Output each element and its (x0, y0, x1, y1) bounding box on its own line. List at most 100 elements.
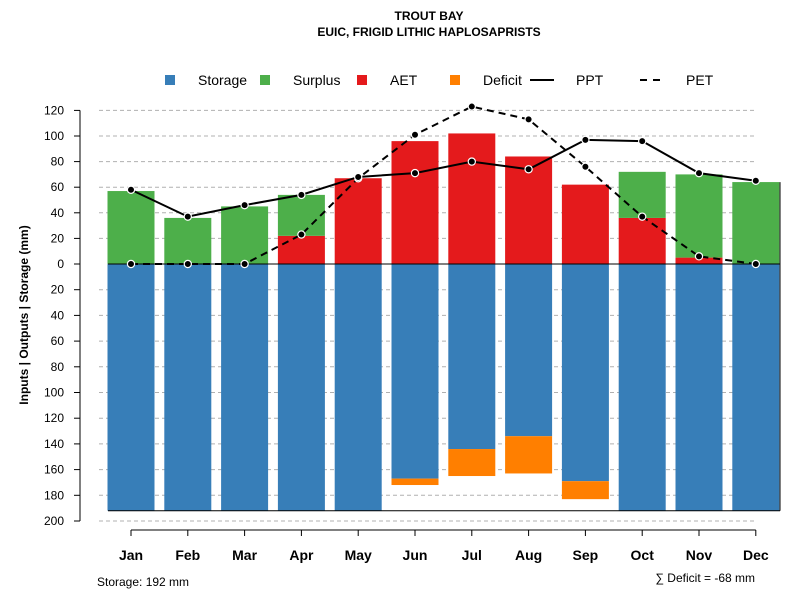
axes: 0 20 40 60 80 100 120 20 40 60 80 100 120 140 160 180 20… (44, 103, 769, 563)
point-pet-feb (183, 259, 192, 269)
point-ppt-apr (297, 190, 306, 200)
legend-swatch-storage (165, 75, 175, 85)
point-ppt-may (354, 172, 363, 182)
line-ppt (130, 138, 756, 218)
chart-title: TROUT BAY (395, 9, 464, 23)
y-axis-label: Inputs | Outputs | Storage (mm) (17, 225, 31, 404)
y-tick-label: 40 (51, 308, 65, 322)
point-ppt-jul (467, 157, 476, 166)
legend-label-pet: PET (686, 72, 714, 88)
x-tick-label-apr: Apr (289, 547, 314, 563)
bar-storage-sep (561, 264, 609, 482)
bar-storage-feb (164, 264, 212, 511)
bar-aet-oct (618, 217, 666, 264)
chart-subtitle: EUIC, FRIGID LITHIC HAPLOSAPRISTS (317, 25, 540, 39)
y-tick-label: 180 (44, 488, 64, 502)
legend-label-ppt: PPT (576, 72, 604, 88)
y-tick-label: 100 (44, 386, 64, 400)
point-pet-dec (751, 259, 761, 269)
bar-surplus-jan (107, 191, 155, 264)
legend-swatch-surplus (260, 75, 270, 85)
legend-label-aet: AET (390, 72, 418, 88)
y-tick-label: 80 (51, 155, 65, 169)
bar-storage-mar (221, 264, 269, 511)
x-tick-label-sep: Sep (573, 547, 599, 563)
legend-swatch-deficit (450, 75, 460, 85)
point-pet-mar (240, 259, 249, 269)
y-tick-label: 200 (44, 514, 64, 528)
bar-deficit-jun (391, 478, 439, 486)
y-tick-label: 60 (51, 180, 65, 194)
x-tick-label-may: May (345, 547, 372, 563)
bar-aet-may (334, 178, 382, 264)
bar-deficit-sep (561, 481, 609, 500)
y-tick-label: 60 (51, 334, 65, 348)
x-tick-label-nov: Nov (686, 547, 713, 563)
point-ppt-feb (183, 212, 192, 221)
point-ppt-mar (240, 200, 249, 210)
point-pet-oct (638, 212, 647, 221)
y-tick-label: 0 (57, 257, 64, 271)
y-tick-label: 140 (44, 437, 64, 451)
bar-aet-apr (277, 235, 325, 264)
bar-aet-sep (561, 184, 609, 264)
storage-footer: Storage: 192 mm (97, 575, 189, 589)
point-ppt-aug (524, 165, 533, 174)
y-tick-label: 20 (51, 283, 65, 297)
bar-aet-nov (675, 257, 723, 264)
point-pet-nov (694, 252, 704, 261)
legend-label-deficit: Deficit (483, 72, 522, 88)
deficit-footer: ∑ Deficit = -68 mm (655, 571, 755, 585)
x-tick-label-jul: Jul (462, 547, 482, 563)
x-tick-label-mar: Mar (232, 547, 257, 563)
y-tick-label: 160 (44, 463, 64, 477)
x-tick-label-jan: Jan (119, 547, 143, 563)
point-pet-apr (297, 230, 306, 239)
point-pet-aug (524, 115, 533, 124)
bar-surplus-oct (618, 171, 666, 218)
point-pet-jan (126, 259, 136, 269)
bar-surplus-dec (732, 182, 780, 264)
bar-aet-jun (391, 141, 439, 264)
bar-storage-dec (732, 264, 780, 511)
y-tick-label: 100 (44, 129, 64, 143)
bar-deficit-jul (448, 449, 496, 477)
bar-aet-jul (448, 133, 496, 264)
point-ppt-oct (638, 136, 647, 146)
bar-surplus-apr (277, 194, 325, 236)
bars (107, 133, 781, 512)
bar-storage-jul (448, 264, 496, 450)
x-tick-label-aug: Aug (515, 547, 542, 563)
x-tick-label-feb: Feb (175, 547, 200, 563)
y-tick-label: 80 (51, 360, 65, 374)
line-pet (131, 105, 756, 265)
bar-aet-aug (505, 156, 553, 264)
bar-surplus-nov (675, 174, 723, 258)
y-tick-label: 120 (44, 411, 64, 425)
bar-storage-oct (618, 264, 666, 511)
bar-storage-jun (391, 264, 439, 479)
x-tick-label-dec: Dec (743, 547, 769, 563)
series-lines (126, 102, 761, 269)
legend: Storage Surplus AET Deficit PPT PET (165, 72, 714, 88)
bar-surplus-mar (221, 206, 269, 264)
bar-storage-may (334, 264, 382, 511)
point-ppt-jan (126, 185, 136, 194)
bar-deficit-aug (505, 436, 553, 474)
point-ppt-sep (581, 135, 590, 145)
x-tick-label-jun: Jun (403, 547, 428, 563)
point-ppt-jun (410, 168, 420, 178)
point-pet-jun (410, 130, 420, 139)
x-tick-label-oct: Oct (631, 547, 655, 563)
legend-label-storage: Storage (198, 72, 247, 88)
point-pet-sep (581, 162, 590, 171)
bar-storage-nov (675, 264, 723, 511)
y-tick-label: 40 (51, 206, 65, 220)
point-pet-jul (467, 102, 476, 111)
point-ppt-nov (694, 168, 704, 178)
bar-storage-aug (505, 264, 553, 437)
point-ppt-dec (751, 176, 761, 185)
bar-storage-apr (277, 264, 325, 511)
legend-swatch-aet (357, 75, 367, 85)
